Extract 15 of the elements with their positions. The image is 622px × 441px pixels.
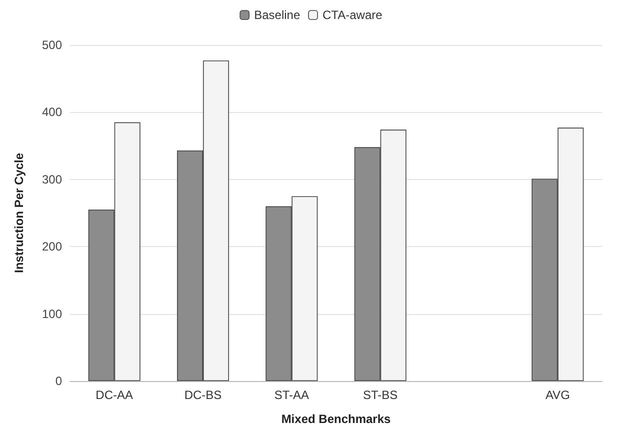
y-tick-label: 200 <box>42 240 62 254</box>
x-tick-label: DC-BS <box>184 388 222 402</box>
y-tick-label: 400 <box>42 105 62 120</box>
x-tick-label: AVG <box>545 388 570 402</box>
y-tick-label: 100 <box>42 306 62 321</box>
x-tick-label: DC-AA <box>96 388 134 402</box>
y-tick-label: 0 <box>55 374 62 388</box>
y-axis-title: Instruction Per Cycle <box>12 152 26 274</box>
legend-label: CTA-aware <box>322 8 383 22</box>
x-axis-title: Mixed Benchmarks <box>281 412 392 426</box>
y-tick-label: 300 <box>42 172 62 186</box>
x-tick-label: ST-BS <box>362 388 398 402</box>
legend-label: Baseline <box>254 8 300 22</box>
y-tick-label: 500 <box>42 38 62 52</box>
x-tick-label: ST-AA <box>274 388 310 402</box>
